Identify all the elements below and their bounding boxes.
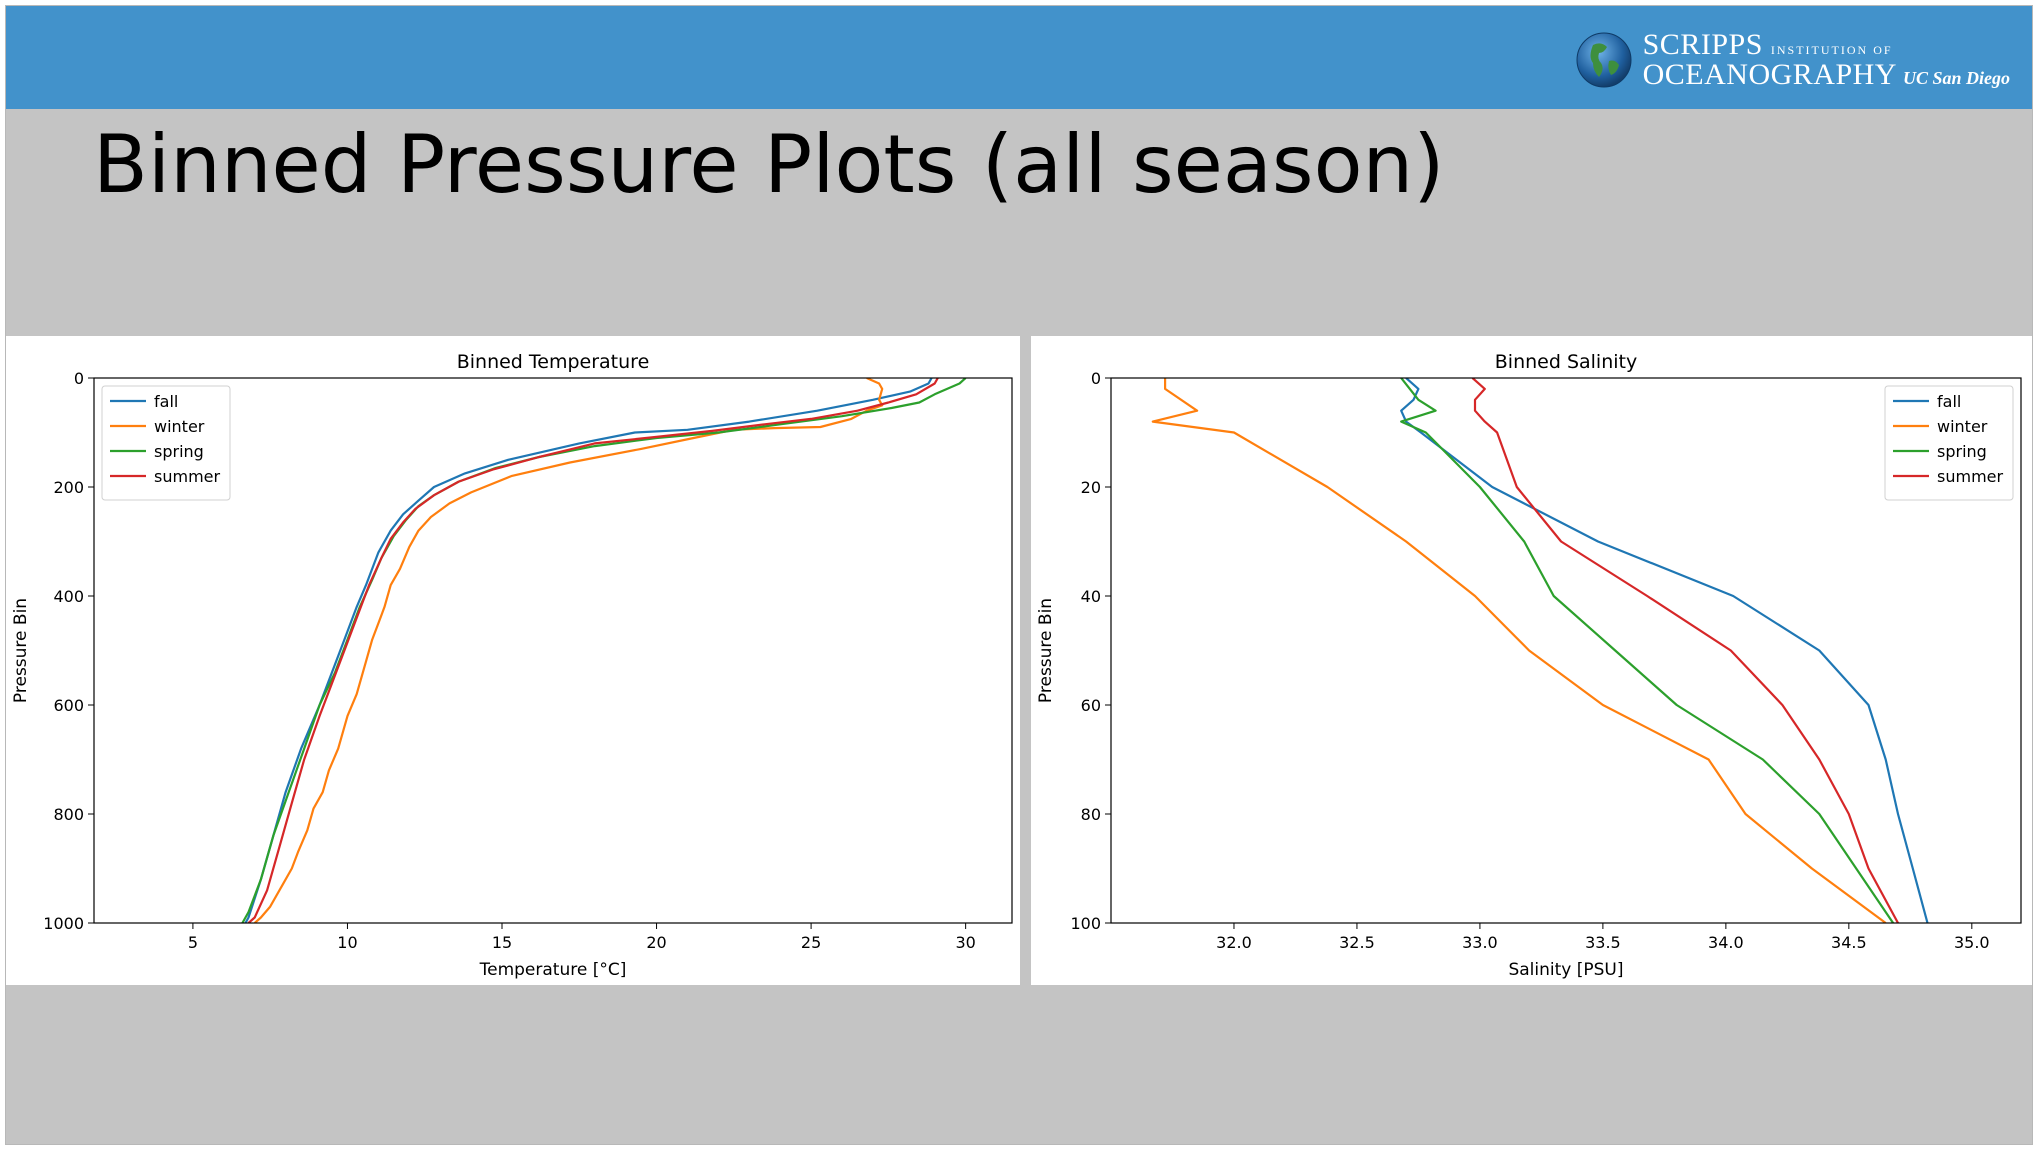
temperature-legend: fall winter spring summer [101,385,231,501]
logo-uc-san-diego: UC San Diego [1902,68,2010,88]
temperature-chart-panel: Binned Temperature 5 10 15 20 25 30 0 200 400 600 8… [6,336,1020,985]
salinity-x-tick-label: 33.5 [1585,933,1621,952]
header-bar: SCRIPPS INSTITUTION OF OCEANOGRAPHY UC S… [6,6,2032,109]
slide: SCRIPPS INSTITUTION OF OCEANOGRAPHY UC S… [5,5,2033,1145]
temperature-x-axis-label: Temperature [°C] [479,960,627,980]
salinity-legend: fall winter spring summer [1884,385,2014,501]
salinity-legend-box [1884,385,2014,501]
logo-wordmark: SCRIPPS INSTITUTION OF OCEANOGRAPHY UC S… [1643,30,2010,90]
temperature-y-axis-label: Pressure Bin [11,598,31,703]
temperature-x-tick-label: 25 [801,933,821,952]
temperature-x-tick-label: 5 [188,933,198,952]
salinity-x-tick-label: 32.5 [1339,933,1375,952]
globe-icon [1576,32,1632,88]
salinity-y-axis-label: Pressure Bin [1036,598,1056,703]
salinity-series-summer-line [1471,378,1899,923]
temperature-plot-frame [93,377,1013,924]
temperature-x-tick-label: 10 [337,933,357,952]
salinity-legend-label-spring: spring [1937,442,1987,461]
temperature-y-tick-label: 600 [53,696,84,715]
temperature-series-fall-line [244,378,933,923]
slide-title: Binned Pressure Plots (all season) [93,118,1445,211]
salinity-series-winter-line [1151,378,1887,923]
temperature-chart: Binned Temperature 5 10 15 20 25 30 0 200 400 600 8… [11,351,1013,980]
salinity-chart-panel: Binned Salinity 32.0 32.5 33.0 33.5 34.0 34.5 3… [1031,336,2032,985]
temperature-x-tick-label: 15 [492,933,512,952]
temperature-y-tick-label: 1000 [43,914,84,933]
temperature-legend-label-winter: winter [154,417,205,436]
salinity-chart-title: Binned Salinity [1495,351,1637,373]
temperature-chart-title: Binned Temperature [457,351,650,373]
salinity-chart: Binned Salinity 32.0 32.5 33.0 33.5 34.0 34.5 3… [1036,351,2022,980]
logo-oceanography: OCEANOGRAPHY [1642,58,1897,91]
salinity-y-tick-label: 40 [1081,587,1101,606]
temperature-y-tick-label: 800 [53,805,84,824]
temperature-x-tick-label: 30 [955,933,975,952]
temperature-series-spring-line [241,378,967,923]
temperature-series-summer-line [247,378,939,923]
temperature-series-winter-line [253,378,884,923]
logo-scripps: SCRIPPS [1642,28,1763,61]
salinity-y-tick-label: 100 [1070,914,1101,933]
salinity-x-axis-label: Salinity [PSU] [1508,960,1623,980]
temperature-y-tick-label: 200 [53,478,84,497]
salinity-series-spring-line [1400,378,1895,923]
scripps-logo[interactable]: SCRIPPS INSTITUTION OF OCEANOGRAPHY UC S… [1575,28,2010,92]
temperature-x-tick-label: 20 [646,933,666,952]
temperature-legend-label-spring: spring [154,442,204,461]
logo-institution-of: INSTITUTION OF [1770,43,1893,57]
temperature-legend-label-summer: summer [154,467,220,486]
salinity-legend-label-fall: fall [1937,392,1961,411]
salinity-series-fall-line [1400,378,1929,923]
salinity-x-tick-label: 35.0 [1954,933,1990,952]
temperature-y-tick-label: 0 [74,369,84,388]
salinity-plot-frame [1110,377,2022,924]
salinity-x-tick-label: 34.0 [1708,933,1744,952]
salinity-x-tick-label: 33.0 [1462,933,1498,952]
salinity-x-tick-label: 32.0 [1216,933,1252,952]
temperature-y-tick-label: 400 [53,587,84,606]
salinity-y-tick-label: 80 [1081,805,1101,824]
salinity-legend-label-winter: winter [1937,417,1988,436]
salinity-y-tick-label: 20 [1081,478,1101,497]
salinity-y-tick-label: 0 [1091,369,1101,388]
salinity-y-tick-label: 60 [1081,696,1101,715]
salinity-x-tick-label: 34.5 [1831,933,1867,952]
salinity-legend-label-summer: summer [1937,467,2003,486]
temperature-legend-label-fall: fall [154,392,178,411]
temperature-legend-box [101,385,231,501]
